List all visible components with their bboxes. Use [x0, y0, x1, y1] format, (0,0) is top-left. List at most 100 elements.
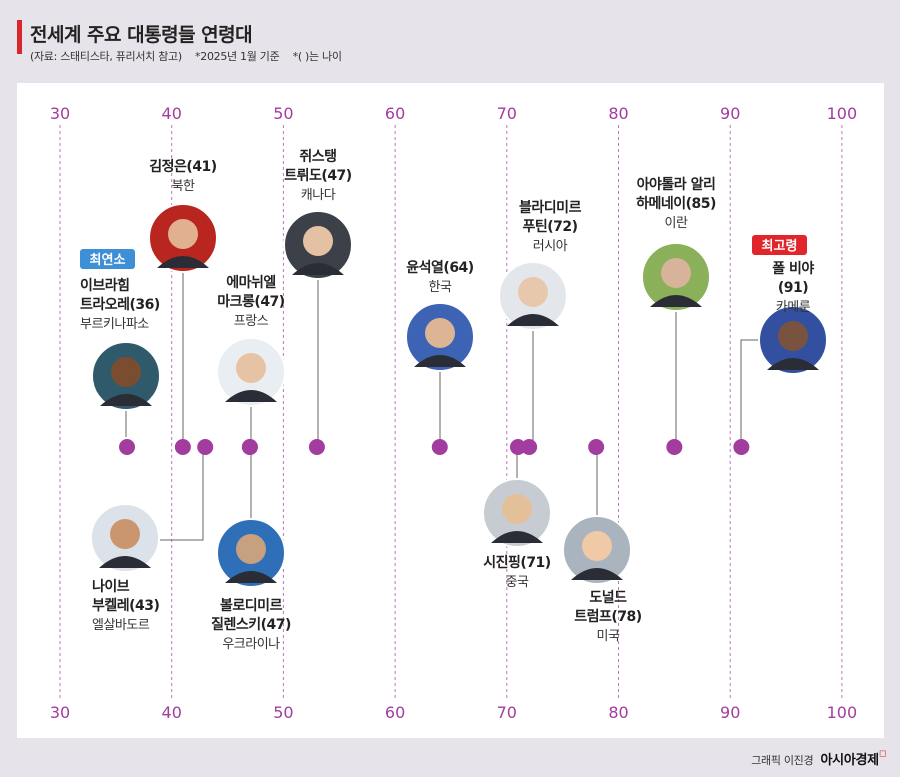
country-label: 이란 — [665, 216, 688, 231]
country-label: 카메룬 — [776, 300, 811, 315]
portrait-shoulders — [767, 358, 819, 370]
age-dot — [733, 439, 750, 455]
portrait-shoulders — [225, 571, 277, 583]
badge-label: 최연소 — [90, 253, 126, 268]
country-label: 중국 — [506, 575, 529, 590]
page-title: 전세계 주요 대통령들 연령대 — [30, 24, 253, 46]
basis-note: *2025년 1월 기준 — [195, 50, 280, 63]
tick-label-top: 80 — [608, 104, 628, 123]
portrait-face — [661, 258, 691, 288]
portrait-face — [236, 534, 266, 564]
person-name: 하메네이(85) — [636, 195, 716, 212]
portrait-shoulders — [99, 556, 151, 568]
person-name: 도널드 — [589, 590, 627, 606]
person-name: 볼로디미르 — [220, 598, 283, 614]
tick-label-bottom: 60 — [385, 703, 405, 722]
badge-label: 최고령 — [762, 239, 798, 254]
country-label: 프랑스 — [234, 314, 269, 329]
chart-panel — [17, 83, 884, 738]
person-name: 트뤼도(47) — [284, 168, 352, 184]
portrait-shoulders — [225, 390, 277, 402]
youngest-badge — [80, 249, 135, 269]
country-label: 한국 — [429, 280, 452, 295]
portrait-face — [425, 318, 455, 348]
portrait-shoulders — [650, 295, 702, 307]
portrait-face — [303, 226, 333, 256]
tick-label-bottom: 80 — [608, 703, 628, 722]
person-name: 나이브 — [92, 578, 130, 595]
tick-label-top: 100 — [827, 104, 858, 123]
person-name: 폴 비야 — [772, 260, 814, 277]
person-name: 푸틴(72) — [522, 218, 577, 235]
title-accent-bar — [17, 20, 22, 54]
person-name: 트럼프(78) — [574, 609, 642, 625]
person-name: 김정은(41) — [149, 158, 217, 175]
age-note: *( )는 나이 — [292, 50, 342, 63]
person-name: 시진핑(71) — [483, 554, 551, 571]
person-name: 질렌스키(47) — [211, 616, 291, 633]
portrait-shoulders — [414, 355, 466, 367]
portrait-face — [582, 531, 612, 561]
portrait-face — [236, 353, 266, 383]
brand-dot-icon: ◻ — [878, 749, 886, 759]
person-name: 마크롱(47) — [217, 294, 285, 310]
portrait-face — [168, 219, 198, 249]
portrait-face — [518, 277, 548, 307]
person-name: 블라디미르 — [519, 200, 582, 216]
footer: 그래픽 이진경 아시아경제◻ — [751, 749, 886, 768]
portrait-face — [110, 519, 140, 549]
person-name: 이브라힘 — [80, 277, 130, 294]
portrait-face — [502, 494, 532, 524]
tick-label-bottom: 30 — [50, 703, 70, 722]
subtitle: (자료: 스태티스타, 퓨리서치 참고) *2025년 1월 기준 *( )는 … — [30, 48, 352, 64]
tick-label-top: 50 — [273, 104, 293, 123]
country-label: 캐나다 — [301, 188, 336, 203]
portrait-shoulders — [507, 314, 559, 326]
brand-logo: 아시아경제 — [820, 753, 880, 768]
age-dot — [197, 439, 214, 455]
tick-label-bottom: 70 — [497, 703, 517, 722]
age-dot — [521, 439, 538, 455]
connector-line — [160, 447, 204, 541]
person-name: 에마뉘엘 — [226, 275, 276, 291]
age-dot — [308, 439, 325, 455]
portrait-face — [111, 357, 141, 387]
portrait-face — [778, 321, 808, 351]
person-name: (91) — [778, 280, 808, 296]
person-name: 트라오레(36) — [80, 297, 160, 313]
person-name: 윤석열(64) — [406, 259, 474, 276]
country-label: 부르키나파소 — [80, 317, 149, 332]
portrait-shoulders — [157, 256, 209, 268]
oldest-badge — [752, 235, 807, 255]
portrait-shoulders — [100, 394, 152, 406]
tick-label-bottom: 90 — [720, 703, 740, 722]
age-dot — [431, 439, 448, 455]
tick-label-top: 60 — [385, 104, 405, 123]
age-dot — [241, 439, 258, 455]
age-dot — [666, 439, 683, 455]
portrait-shoulders — [571, 568, 623, 580]
age-dot — [174, 439, 191, 455]
country-label: 엘살바도르 — [92, 618, 150, 633]
tick-label-top: 90 — [720, 104, 740, 123]
graphic-credit: 그래픽 이진경 — [751, 754, 814, 767]
age-dot — [509, 439, 526, 455]
source-note: (자료: 스태티스타, 퓨리서치 참고) — [30, 50, 182, 63]
age-dot — [119, 439, 136, 455]
tick-label-top: 30 — [50, 104, 70, 123]
country-label: 북한 — [172, 179, 195, 194]
age-dot — [588, 439, 605, 455]
tick-label-bottom: 50 — [273, 703, 293, 722]
portrait-shoulders — [292, 263, 344, 275]
connector-line — [740, 339, 760, 447]
tick-label-bottom: 100 — [827, 703, 858, 722]
country-label: 우크라이나 — [222, 637, 280, 652]
person-name: 아야톨라 알리 — [637, 176, 716, 193]
tick-label-top: 70 — [497, 104, 517, 123]
person-name: 부켈레(43) — [92, 598, 160, 614]
tick-label-top: 40 — [162, 104, 182, 123]
tick-label-bottom: 40 — [162, 703, 182, 722]
country-label: 러시아 — [533, 239, 568, 254]
portrait-shoulders — [491, 531, 543, 543]
